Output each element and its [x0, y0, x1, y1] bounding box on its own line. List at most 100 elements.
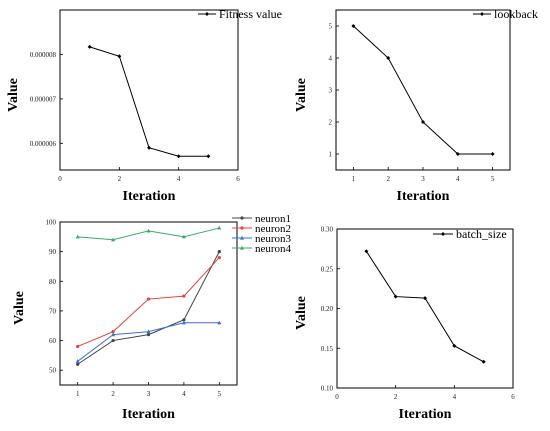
- data-point: [393, 294, 398, 299]
- chart-panel-1: 0 2 4 6 0.000006 0.000007 0.000008 Iteration Val…: [6, 7, 282, 204]
- data-point: [481, 359, 486, 364]
- series-line-Fitness value: [89, 46, 209, 157]
- legend-label: neuron1: [255, 213, 291, 225]
- data-point: [146, 333, 151, 337]
- y-axis-label: Value: [6, 78, 21, 112]
- legend-marker: [205, 12, 209, 16]
- y-tick-label: 0.10: [321, 385, 334, 393]
- x-tick-label: 6: [236, 175, 240, 183]
- data-point: [146, 228, 151, 233]
- series-line-lookback: [353, 25, 493, 155]
- data-point: [386, 56, 391, 60]
- y-tick-label: 70: [49, 307, 57, 315]
- legend-marker: [480, 12, 484, 16]
- x-tick-label: 5: [491, 175, 495, 183]
- y-tick-label: 60: [49, 337, 57, 345]
- x-tick-label: 4: [456, 175, 460, 183]
- x-tick-label: 2: [111, 390, 115, 398]
- data-point: [111, 338, 115, 343]
- plot-frame: [59, 221, 238, 386]
- chart-panel-2: 1 2 3 4 5 1 2 3 4 5 Iteration Value lookback: [294, 7, 538, 204]
- data-point: [206, 154, 211, 159]
- data-point: [217, 320, 222, 325]
- y-axis-label: Value: [294, 78, 309, 112]
- x-tick-label: 2: [394, 393, 398, 401]
- chart-panel-4: 0 2 4 6 0.10 0.15 0.20 0.25 0.30 Iteration Value ba…: [294, 226, 515, 423]
- y-tick-label: 1: [329, 151, 333, 159]
- data-point: [455, 152, 460, 156]
- legend-marker: [240, 216, 244, 220]
- y-tick-label: 90: [49, 248, 57, 256]
- plot-frame: [59, 9, 239, 171]
- data-point: [217, 250, 221, 254]
- data-point: [217, 255, 221, 260]
- data-point: [421, 120, 425, 124]
- legend-marker: [441, 232, 445, 236]
- data-point: [176, 154, 181, 159]
- series-line-batch_size: [365, 250, 484, 363]
- legend-label: neuron4: [255, 243, 292, 255]
- legend-label: neuron2: [255, 223, 291, 235]
- x-tick-label: 5: [218, 390, 222, 398]
- x-tick-label: 4: [453, 393, 457, 401]
- x-tick-label: 0: [58, 175, 62, 183]
- x-tick-label: 4: [177, 175, 181, 183]
- y-tick-label: 80: [49, 278, 57, 286]
- x-tick-label: 3: [421, 175, 425, 183]
- x-tick-label: 1: [76, 390, 80, 398]
- data-point: [181, 320, 186, 325]
- data-point: [111, 330, 115, 334]
- data-point: [217, 225, 222, 230]
- chart-panel-3: 1 2 3 4 55060708090100IterationValueneuron1n…: [12, 213, 292, 422]
- data-point: [364, 249, 369, 254]
- data-point: [117, 54, 122, 59]
- legend-marker: [240, 235, 244, 240]
- legend-marker: [240, 245, 244, 250]
- plot-frame: [336, 228, 514, 389]
- y-tick-label: 0.000006: [30, 140, 57, 148]
- y-tick-label: 0.25: [321, 265, 334, 273]
- data-point: [146, 297, 151, 301]
- data-point: [452, 343, 457, 348]
- data-point: [75, 359, 80, 363]
- y-tick-label: 0.000007: [30, 95, 57, 103]
- y-axis-label: Value: [12, 291, 27, 325]
- data-point: [75, 234, 80, 239]
- legend-label: lookback: [494, 7, 538, 21]
- data-point: [182, 294, 186, 298]
- x-tick-label: 0: [335, 393, 339, 401]
- legend-label: batch_size: [456, 227, 507, 241]
- y-tick-label: 0.30: [321, 226, 334, 234]
- x-tick-label: 4: [182, 390, 186, 398]
- data-point: [87, 44, 92, 49]
- x-tick-label: 1: [352, 175, 356, 183]
- legend-marker: [240, 226, 244, 230]
- data-point: [146, 329, 151, 334]
- data-point: [181, 234, 186, 239]
- x-tick-label: 6: [511, 393, 515, 401]
- x-axis-label: Iteration: [397, 189, 450, 204]
- x-axis-label: Iteration: [122, 407, 175, 422]
- legend-label: neuron3: [255, 233, 292, 245]
- y-tick-label: 100: [46, 219, 57, 227]
- x-tick-label: 2: [118, 175, 122, 183]
- data-point: [182, 318, 186, 322]
- y-tick-label: 3: [329, 87, 333, 95]
- data-point: [490, 152, 495, 156]
- data-point: [351, 24, 356, 28]
- series-line-neuron1: [77, 251, 220, 365]
- y-tick-label: 0.15: [321, 345, 334, 353]
- legend-label: Fitness value: [219, 7, 282, 21]
- y-tick-label: 0.20: [321, 305, 334, 313]
- y-tick-label: 4: [329, 55, 333, 63]
- data-point: [423, 296, 427, 301]
- y-tick-label: 0.000008: [30, 51, 57, 59]
- data-point: [76, 344, 80, 349]
- data-point: [147, 145, 151, 150]
- y-axis-label: Value: [294, 296, 309, 330]
- series-line-neuron3: [77, 322, 220, 362]
- y-tick-label: 50: [49, 367, 57, 375]
- x-tick-label: 2: [386, 175, 390, 183]
- y-tick-label: 2: [329, 119, 333, 127]
